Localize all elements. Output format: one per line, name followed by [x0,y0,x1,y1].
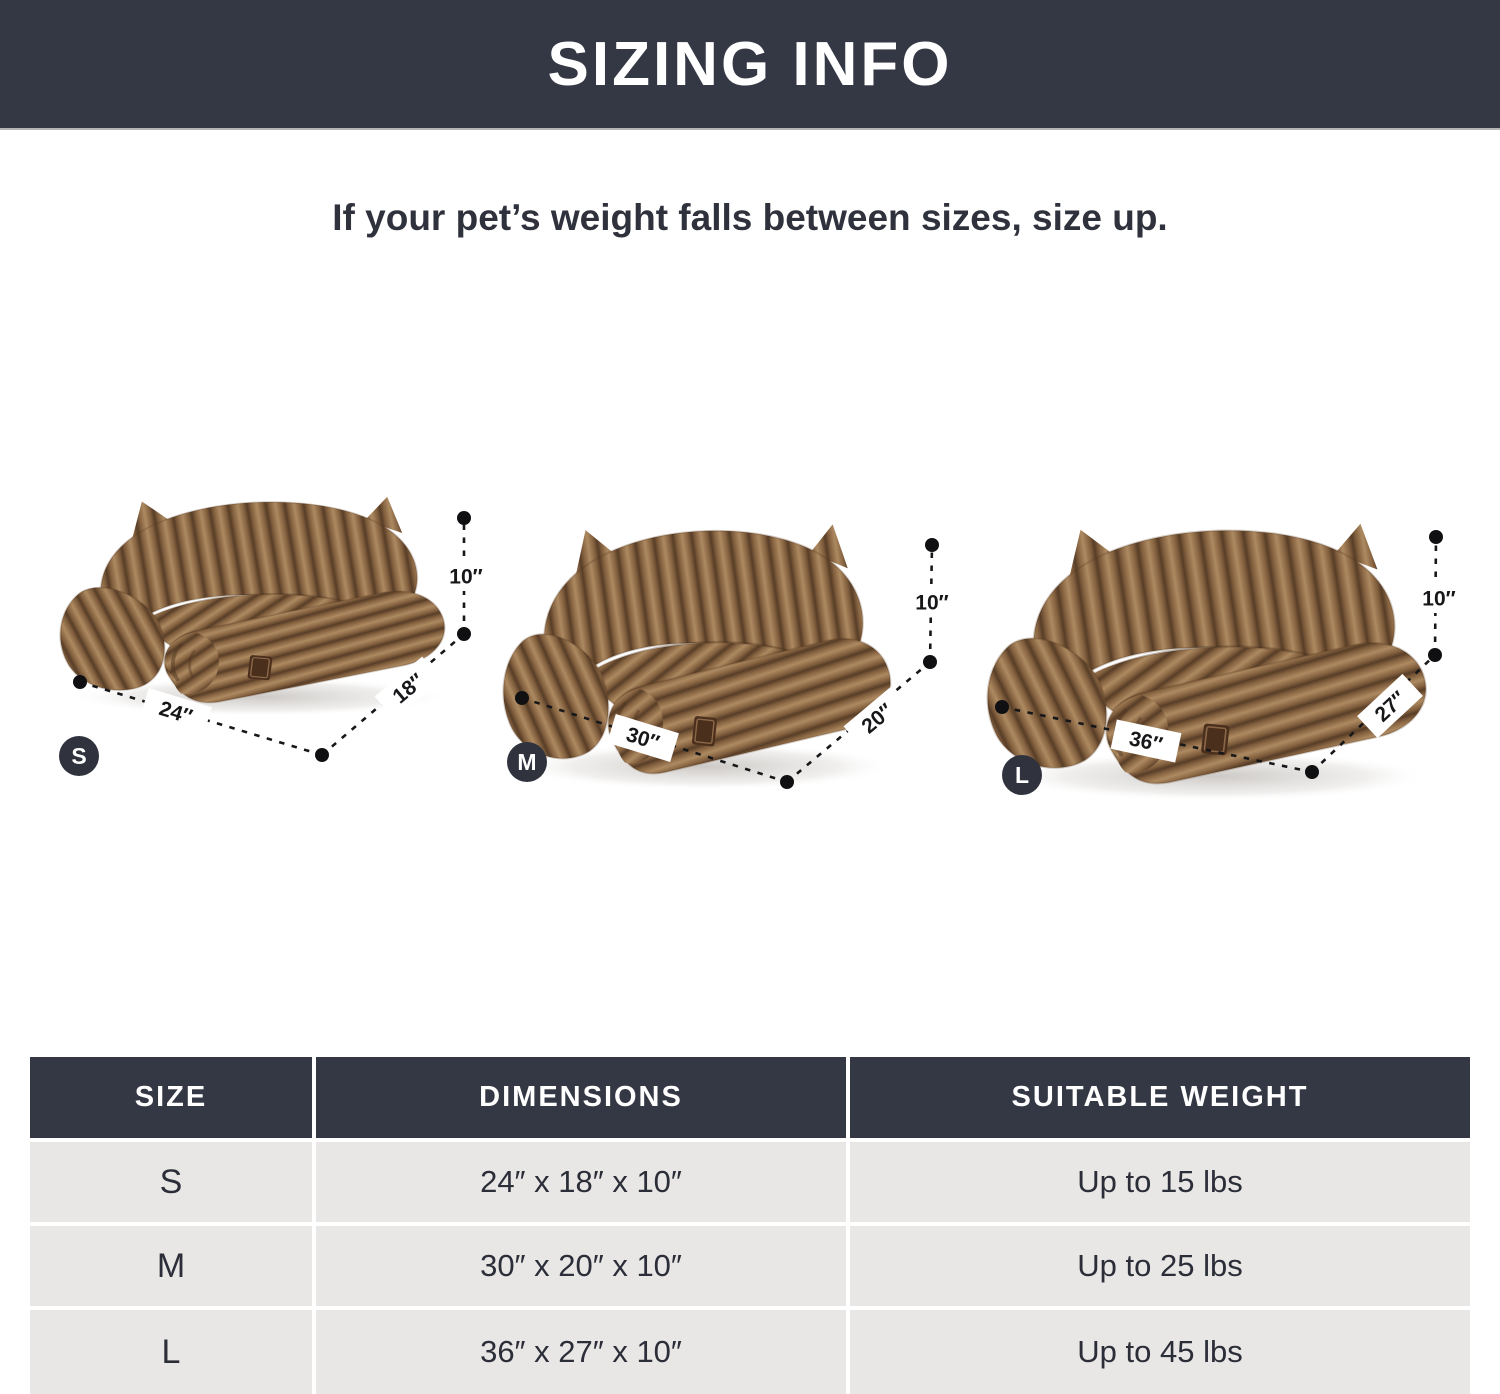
size-badge-l-label: L [1015,762,1029,788]
width-dimension-line [79,680,323,757]
table-cell-size-s: S [30,1142,312,1222]
height-label-m: 10″ [915,592,948,615]
page-header: SIZING INFO [0,0,1500,130]
subtitle-text: If your pet’s weight falls between sizes… [332,197,1168,238]
bed-photo-medium [501,522,897,793]
page-title: SIZING INFO [547,29,953,99]
bed-photo-large [988,524,1431,801]
column-header-size: SIZE [30,1057,312,1138]
height-label-s: 10″ [449,566,482,589]
size-badge-s-label: S [71,743,86,769]
table-cell-weight-s: Up to 15 lbs [850,1142,1470,1222]
table-cell-dimensions-l: 36″ x 27″ x 10″ [316,1310,846,1394]
dimension-annotations-medium: 30″ 20″ 10″ [515,538,960,789]
table-cell-size-m: M [30,1226,312,1306]
table-cell-dimensions-m: 30″ x 20″ x 10″ [316,1226,846,1306]
size-badge-m-label: M [517,749,536,775]
column-header-dimensions: DIMENSIONS [316,1057,846,1138]
dimension-annotations-small: 24″ 18″ 10″ [73,511,494,762]
size-comparison-figures: 24″ 18″ 10″ 30″ 20″ 10″ [58,494,1467,850]
table-cell-dimensions-s: 24″ x 18″ x 10″ [316,1142,846,1222]
table-cell-weight-m: Up to 25 lbs [850,1226,1470,1306]
column-header-suitable-weight: SUITABLE WEIGHT [850,1057,1470,1138]
height-label-l: 10″ [1422,588,1455,611]
size-badge-s: S [59,736,99,776]
size-badge-l: L [1002,755,1042,795]
table-cell-size-l: L [30,1310,312,1394]
depth-dimension-line [1311,654,1436,773]
sizing-table: SIZE DIMENSIONS SUITABLE WEIGHT S 24″ x … [30,1057,1470,1394]
table-cell-weight-l: Up to 45 lbs [850,1310,1470,1394]
size-badge-m: M [507,742,547,782]
